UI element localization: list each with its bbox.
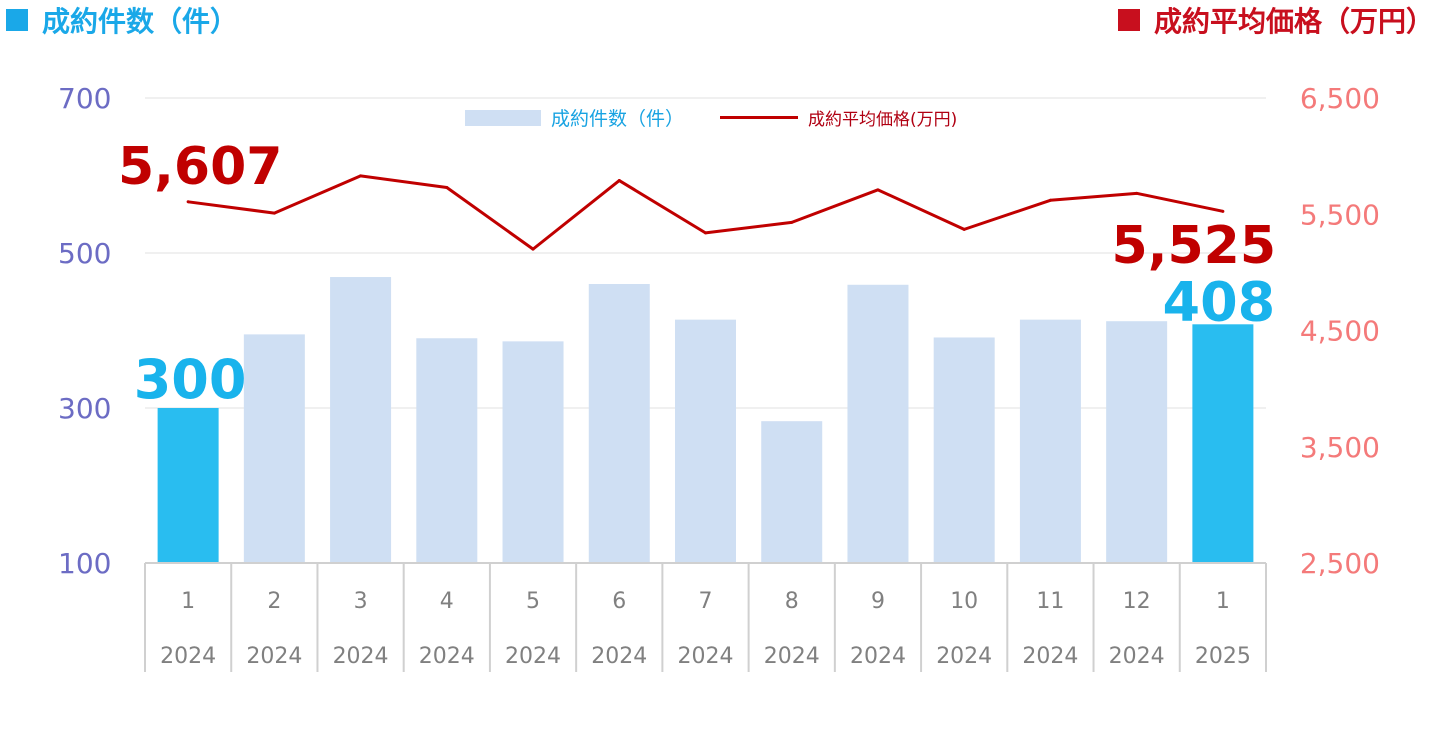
legend-bar-label: 成約件数（件） [551, 108, 685, 130]
x-year-label: 2024 [764, 644, 820, 669]
price-point [962, 227, 966, 231]
x-year-label: 2024 [419, 644, 475, 669]
bar [1106, 321, 1168, 563]
x-month-label: 2 [267, 589, 281, 614]
bar [416, 338, 478, 563]
price-point [1135, 191, 1139, 195]
left-axis-tick-label: 300 [58, 392, 111, 425]
bar [1019, 319, 1081, 563]
price-point [186, 200, 190, 204]
legend-bar-swatch-icon [465, 109, 541, 126]
right-axis-tick-label: 6,500 [1300, 82, 1380, 115]
legend-line-swatch-icon [720, 116, 799, 119]
x-month-label: 9 [871, 589, 885, 614]
x-year-label: 2024 [850, 644, 906, 669]
bar [761, 421, 823, 563]
x-month-label: 1 [1216, 589, 1230, 614]
x-month-label: 6 [612, 589, 626, 614]
first-bar-value-label: 300 [134, 348, 247, 411]
x-year-label: 2024 [1109, 644, 1165, 669]
left-axis-tick-label: 500 [58, 237, 111, 270]
bar [588, 284, 650, 563]
x-month-label: 8 [785, 589, 799, 614]
x-month-label: 11 [1036, 589, 1064, 614]
price-point [272, 211, 276, 215]
x-year-label: 2024 [160, 644, 216, 669]
left-title-text: 成約件数（件） [42, 5, 239, 38]
x-month-label: 12 [1123, 589, 1151, 614]
x-month-label: 10 [950, 589, 978, 614]
bar [243, 334, 305, 563]
price-point [531, 247, 535, 251]
x-year-label: 2024 [936, 644, 992, 669]
right-axis-tick-label: 4,500 [1300, 315, 1380, 348]
bar [675, 319, 736, 563]
left-axis-tick-label: 100 [58, 547, 111, 580]
price-point [617, 179, 621, 183]
x-month-label: 4 [440, 589, 454, 614]
bar [847, 284, 909, 563]
x-year-label: 2024 [333, 644, 389, 669]
x-year-label: 2024 [246, 644, 302, 669]
right-title-square-icon [1117, 9, 1140, 31]
x-year-label: 2024 [1022, 644, 1078, 669]
chart-legend: 成約件数（件） 成約平均価格(万円) [465, 104, 957, 131]
price-point [790, 220, 794, 224]
right-axis-tick-label: 5,500 [1300, 198, 1380, 231]
bar [502, 341, 564, 563]
last-bar-value-label: 408 [1163, 270, 1276, 333]
left-axis-tick-label: 700 [58, 82, 111, 115]
x-year-label: 2024 [591, 644, 647, 669]
x-month-label: 3 [354, 589, 368, 614]
last-price-value-label: 5,525 [1112, 216, 1276, 276]
x-month-label: 5 [526, 589, 540, 614]
price-point [1221, 209, 1225, 213]
x-year-label: 2024 [678, 644, 734, 669]
price-line [187, 174, 1224, 251]
price-point [876, 188, 880, 192]
right-axis-tick-label: 3,500 [1300, 431, 1380, 464]
right-axis-tick-label: 2,500 [1300, 547, 1380, 580]
x-month-label: 1 [181, 589, 195, 614]
price-point [359, 174, 363, 178]
bar [157, 408, 219, 563]
x-year-label: 2024 [505, 644, 561, 669]
right-title-text: 成約平均価格（万円） [1153, 5, 1434, 38]
x-year-label: 2025 [1195, 644, 1251, 669]
left-title-square-icon [6, 9, 28, 31]
bar [933, 337, 995, 563]
left-axis-title: 成約件数（件） [6, 0, 238, 40]
legend-line-label: 成約平均価格(万円) [808, 110, 958, 130]
bar [1192, 324, 1254, 563]
price-point [445, 186, 449, 190]
x-month-label: 7 [699, 589, 713, 614]
bar [330, 277, 392, 563]
right-axis-title: 成約平均価格（万円） [1117, 0, 1434, 40]
price-point [1048, 198, 1052, 202]
price-point [704, 231, 707, 235]
first-price-value-label: 5,607 [118, 137, 282, 197]
